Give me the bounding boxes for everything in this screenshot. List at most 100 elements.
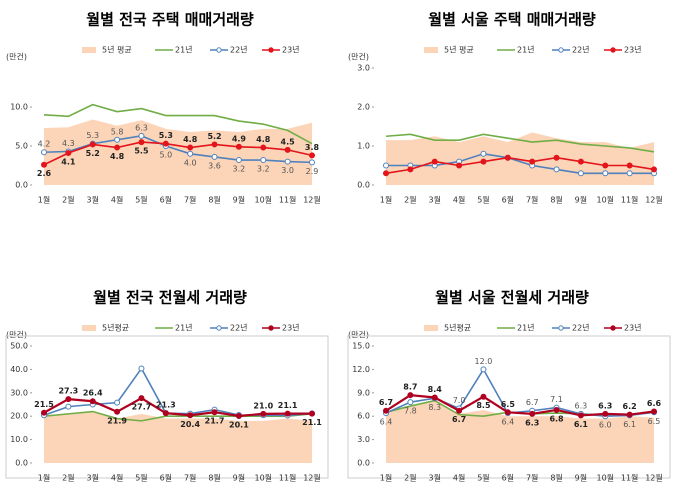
data-label: 4.0: [184, 158, 197, 167]
x-tick-label: 5월: [135, 195, 147, 205]
marker: [651, 166, 657, 173]
data-label: 6.6: [647, 399, 662, 408]
chart-title: 월별 전국 전월세 거래량: [93, 289, 247, 307]
marker: [260, 157, 267, 164]
data-label: 4.3: [62, 139, 75, 148]
legend-marker: [558, 47, 564, 53]
x-tick-label: 7월: [526, 473, 538, 483]
data-label: 6.7: [526, 398, 539, 407]
data-label: 27.3: [58, 387, 78, 396]
data-label: 3.2: [233, 165, 246, 174]
marker: [284, 410, 291, 417]
legend-label: 21년: [175, 45, 193, 55]
marker: [480, 150, 487, 157]
x-tick-label: 2월: [62, 473, 74, 483]
data-label: 26.4: [83, 389, 103, 398]
marker: [89, 141, 96, 148]
marker: [577, 412, 584, 419]
plot-frame: [5, 335, 329, 479]
line: [43, 135, 313, 164]
x-tick-label: 6월: [160, 473, 172, 483]
line: [385, 367, 655, 418]
y-tick-label: 2.0: [357, 103, 370, 112]
y-tick-label: 3.0: [357, 435, 370, 444]
legend-marker: [268, 325, 274, 331]
marker: [284, 158, 291, 165]
legend-label: 5년 평균: [444, 45, 474, 55]
x-tick-label: 1월: [380, 473, 392, 483]
data-label: 6.5: [501, 400, 516, 409]
data-label: 6.1: [574, 420, 589, 429]
marker: [553, 166, 560, 173]
x-tick-label: 5월: [477, 473, 489, 483]
legend-label: 23년: [624, 323, 642, 333]
y-tick-label: 50.0: [10, 342, 28, 351]
marker: [65, 403, 72, 410]
y-tick-label: 0.0: [357, 181, 370, 190]
marker: [383, 170, 389, 177]
data-label: 5.8: [111, 127, 124, 136]
data-label: 6.7: [379, 398, 393, 407]
line: [385, 133, 655, 153]
data-label: 4.2: [38, 140, 51, 149]
data-label: 7.0: [453, 396, 466, 405]
data-label: 5.5: [134, 147, 149, 156]
data-label: 6.3: [135, 123, 148, 132]
marker: [407, 399, 414, 406]
data-label: 5.2: [86, 149, 100, 158]
x-tick-label: 1월: [38, 473, 50, 483]
line: [43, 141, 313, 166]
x-tick-label: 4월: [111, 195, 123, 205]
marker: [504, 409, 511, 416]
data-label: 21.1: [302, 418, 322, 427]
marker: [65, 396, 72, 403]
x-tick-label: 5월: [477, 195, 489, 205]
marker: [602, 410, 609, 417]
marker: [211, 141, 218, 148]
y-tick-label: 10.0: [10, 435, 28, 444]
line: [43, 410, 313, 422]
marker: [602, 162, 609, 169]
marker: [138, 395, 145, 402]
marker: [553, 406, 560, 413]
data-label: 4.1: [61, 158, 76, 167]
x-tick-label: 1월: [380, 195, 392, 205]
x-tick-label: 11월: [279, 473, 297, 483]
data-label: 6.4: [501, 418, 514, 427]
marker: [309, 159, 315, 166]
x-tick-label: 2월: [404, 195, 416, 205]
marker: [65, 150, 72, 157]
x-tick-label: 4월: [453, 195, 465, 205]
x-tick-label: 11월: [621, 473, 639, 483]
x-tick-label: 1월: [38, 195, 50, 205]
marker: [138, 139, 145, 146]
x-tick-label: 12월: [645, 195, 663, 205]
x-tick-label: 10월: [596, 195, 614, 205]
chart-title: 월별 서울 전월세 거래량: [435, 289, 589, 307]
data-label: 6.4: [380, 418, 393, 427]
x-tick-label: 12월: [303, 195, 321, 205]
legend-marker: [268, 47, 274, 53]
marker: [114, 408, 121, 415]
data-label: 8.7: [403, 383, 417, 392]
marker: [235, 412, 242, 419]
marker: [211, 153, 218, 160]
x-tick-label: 2월: [404, 473, 416, 483]
data-label: 8.5: [476, 401, 491, 410]
data-label: 6.0: [599, 421, 612, 430]
x-tick-label: 5월: [135, 473, 147, 483]
data-label: 21.0: [253, 401, 273, 410]
y-tick-label: 6.0: [357, 412, 370, 421]
marker: [626, 170, 633, 177]
marker: [577, 158, 584, 165]
data-label: 6.7: [452, 415, 466, 424]
x-tick-label: 9월: [575, 473, 587, 483]
data-label: 20.4: [180, 420, 200, 429]
x-tick-label: 12월: [303, 473, 321, 483]
marker: [309, 152, 315, 159]
marker: [162, 140, 169, 147]
line: [385, 394, 655, 417]
legend-label: 5년평균: [444, 323, 471, 333]
chart-title: 월별 전국 주택 매매거래량: [86, 11, 254, 29]
